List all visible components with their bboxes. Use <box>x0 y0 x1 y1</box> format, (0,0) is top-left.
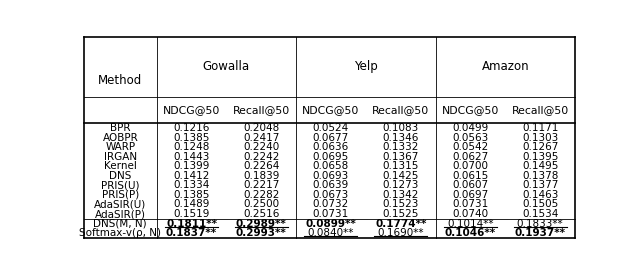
Text: 0.1495: 0.1495 <box>522 161 558 171</box>
Text: 0.0639: 0.0639 <box>313 180 349 190</box>
Text: 0.0677: 0.0677 <box>313 133 349 143</box>
Text: PRIS(U): PRIS(U) <box>101 180 140 190</box>
Text: 0.1171: 0.1171 <box>522 123 558 133</box>
Text: 0.0542: 0.0542 <box>452 142 488 152</box>
Text: 0.1519: 0.1519 <box>173 209 210 219</box>
Text: 0.1690**: 0.1690** <box>378 228 424 238</box>
Text: 0.1377: 0.1377 <box>522 180 558 190</box>
Text: Recall@50: Recall@50 <box>372 105 429 115</box>
Text: Yelp: Yelp <box>354 60 378 73</box>
Text: 0.2264: 0.2264 <box>243 161 280 171</box>
Text: 0.1523: 0.1523 <box>383 199 419 209</box>
Text: Gowalla: Gowalla <box>203 60 250 73</box>
Text: 0.0563: 0.0563 <box>452 133 488 143</box>
Text: 0.1525: 0.1525 <box>383 209 419 219</box>
Text: 0.0693: 0.0693 <box>313 171 349 181</box>
Text: IRGAN: IRGAN <box>104 152 137 162</box>
Text: 0.0673: 0.0673 <box>313 190 349 200</box>
Text: 0.1378: 0.1378 <box>522 171 558 181</box>
Text: 0.1811**: 0.1811** <box>166 219 217 228</box>
Text: Kernel: Kernel <box>104 161 137 171</box>
Text: 0.0524: 0.0524 <box>313 123 349 133</box>
Text: 0.1395: 0.1395 <box>522 152 558 162</box>
Text: AdaSIR(U): AdaSIR(U) <box>94 199 147 209</box>
Text: NDCG@50: NDCG@50 <box>442 105 499 115</box>
Text: 0.1937**: 0.1937** <box>515 228 566 238</box>
Text: 0.1412: 0.1412 <box>173 171 210 181</box>
Text: PRIS(P): PRIS(P) <box>102 190 139 200</box>
Text: AdaSIR(P): AdaSIR(P) <box>95 209 146 219</box>
Text: 0.0695: 0.0695 <box>313 152 349 162</box>
Text: 0.2048: 0.2048 <box>243 123 279 133</box>
Text: NDCG@50: NDCG@50 <box>302 105 360 115</box>
Text: 0.1443: 0.1443 <box>173 152 210 162</box>
Text: 0.1385: 0.1385 <box>173 190 210 200</box>
Text: 0.0740: 0.0740 <box>452 209 488 219</box>
Text: 0.1342: 0.1342 <box>383 190 419 200</box>
Text: 0.0700: 0.0700 <box>452 161 488 171</box>
Text: 0.2993**: 0.2993** <box>236 228 287 238</box>
Text: 0.1839: 0.1839 <box>243 171 280 181</box>
Text: 0.0697: 0.0697 <box>452 190 488 200</box>
Text: NDCG@50: NDCG@50 <box>163 105 220 115</box>
Text: 0.1367: 0.1367 <box>383 152 419 162</box>
Text: DNS: DNS <box>109 171 131 181</box>
Text: 0.1267: 0.1267 <box>522 142 558 152</box>
Text: 0.1425: 0.1425 <box>383 171 419 181</box>
Text: 0.1774**: 0.1774** <box>375 219 426 228</box>
Text: 0.1334: 0.1334 <box>173 180 210 190</box>
Text: 0.2417: 0.2417 <box>243 133 280 143</box>
Text: BPR: BPR <box>110 123 131 133</box>
Text: Recall@50: Recall@50 <box>232 105 290 115</box>
Text: 0.1332: 0.1332 <box>383 142 419 152</box>
Text: Method: Method <box>98 73 143 86</box>
Text: 0.0615: 0.0615 <box>452 171 488 181</box>
Text: 0.1346: 0.1346 <box>383 133 419 143</box>
Text: 0.1216: 0.1216 <box>173 123 210 133</box>
Text: 0.0731: 0.0731 <box>313 209 349 219</box>
Text: 0.1273: 0.1273 <box>383 180 419 190</box>
Text: 0.1534: 0.1534 <box>522 209 558 219</box>
Text: AOBPR: AOBPR <box>102 133 138 143</box>
Text: Amazon: Amazon <box>481 60 529 73</box>
Text: 0.0607: 0.0607 <box>452 180 488 190</box>
Text: 0.0899**: 0.0899** <box>305 219 356 228</box>
Text: 0.1385: 0.1385 <box>173 133 210 143</box>
Text: 0.2217: 0.2217 <box>243 180 280 190</box>
Text: Softmax-v(ρ, N): Softmax-v(ρ, N) <box>79 228 161 238</box>
Text: 0.1083: 0.1083 <box>383 123 419 133</box>
Text: 0.0731: 0.0731 <box>452 199 488 209</box>
Text: 0.0840**: 0.0840** <box>308 228 354 238</box>
Text: 0.1046**: 0.1046** <box>445 228 496 238</box>
Text: 0.1248: 0.1248 <box>173 142 210 152</box>
Text: 0.2242: 0.2242 <box>243 152 280 162</box>
Text: 0.0636: 0.0636 <box>313 142 349 152</box>
Text: 0.2240: 0.2240 <box>243 142 279 152</box>
Text: 0.2516: 0.2516 <box>243 209 280 219</box>
Text: 0.0627: 0.0627 <box>452 152 488 162</box>
Text: 0.0499: 0.0499 <box>452 123 488 133</box>
Text: 0.1303: 0.1303 <box>522 133 558 143</box>
Text: 0.1399: 0.1399 <box>173 161 210 171</box>
Text: DNS(M, N): DNS(M, N) <box>93 219 147 228</box>
Text: 0.1837**: 0.1837** <box>166 228 217 238</box>
Text: 0.2282: 0.2282 <box>243 190 280 200</box>
Text: 0.2500: 0.2500 <box>243 199 279 209</box>
Text: 0.1463: 0.1463 <box>522 190 558 200</box>
Text: 0.1489: 0.1489 <box>173 199 210 209</box>
Text: Recall@50: Recall@50 <box>511 105 569 115</box>
Text: 0.2989**: 0.2989** <box>236 219 287 228</box>
Text: WARP: WARP <box>105 142 136 152</box>
Text: 0.0732: 0.0732 <box>313 199 349 209</box>
Text: 0.1315: 0.1315 <box>383 161 419 171</box>
Text: 0.1833**: 0.1833** <box>517 219 563 228</box>
Text: 0.0658: 0.0658 <box>313 161 349 171</box>
Text: 0.1505: 0.1505 <box>522 199 558 209</box>
Text: 0.1014**: 0.1014** <box>447 219 493 228</box>
